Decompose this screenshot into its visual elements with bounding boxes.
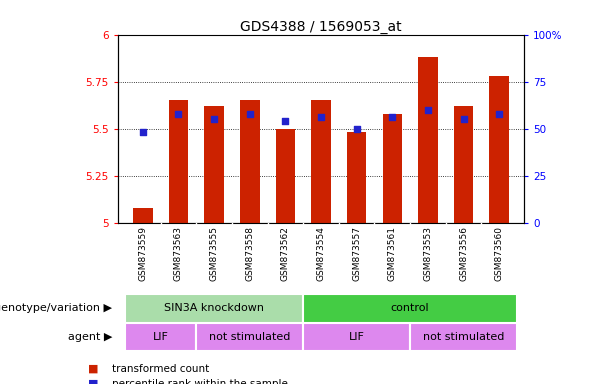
- Bar: [303, 294, 517, 323]
- Point: [280, 118, 290, 124]
- Text: GSM873555: GSM873555: [210, 226, 219, 281]
- Text: GSM873558: GSM873558: [245, 226, 254, 281]
- Text: agent ▶: agent ▶: [68, 332, 112, 342]
- Bar: [196, 323, 303, 351]
- Text: LIF: LIF: [349, 332, 365, 342]
- Bar: [489, 76, 509, 223]
- Bar: [204, 106, 224, 223]
- Point: [423, 107, 433, 113]
- Text: GSM873560: GSM873560: [495, 226, 504, 281]
- Point: [245, 111, 254, 117]
- Point: [459, 116, 468, 122]
- Text: not stimulated: not stimulated: [423, 332, 504, 342]
- Bar: [303, 323, 410, 351]
- Point: [209, 116, 219, 122]
- Text: LIF: LIF: [153, 332, 168, 342]
- Text: GSM873559: GSM873559: [138, 226, 147, 281]
- Text: GSM873554: GSM873554: [316, 226, 326, 281]
- Text: not stimulated: not stimulated: [209, 332, 290, 342]
- Bar: [347, 132, 366, 223]
- Point: [174, 111, 183, 117]
- Bar: [418, 57, 438, 223]
- Text: percentile rank within the sample: percentile rank within the sample: [112, 379, 288, 384]
- Bar: [133, 208, 153, 223]
- Bar: [454, 106, 474, 223]
- Bar: [410, 323, 517, 351]
- Text: control: control: [391, 303, 429, 313]
- Bar: [311, 101, 331, 223]
- Text: SIN3A knockdown: SIN3A knockdown: [164, 303, 264, 313]
- Bar: [276, 129, 295, 223]
- Text: ■: ■: [88, 379, 99, 384]
- Text: ■: ■: [88, 364, 99, 374]
- Text: genotype/variation ▶: genotype/variation ▶: [0, 303, 112, 313]
- Point: [352, 126, 362, 132]
- Point: [316, 114, 326, 121]
- Point: [138, 129, 147, 136]
- Text: GSM873562: GSM873562: [281, 226, 290, 281]
- Bar: [125, 294, 303, 323]
- Title: GDS4388 / 1569053_at: GDS4388 / 1569053_at: [240, 20, 402, 33]
- Text: GSM873556: GSM873556: [459, 226, 468, 281]
- Point: [495, 111, 504, 117]
- Point: [388, 114, 397, 121]
- Bar: [240, 101, 260, 223]
- Text: GSM873561: GSM873561: [388, 226, 397, 281]
- Bar: [125, 323, 196, 351]
- Text: GSM873553: GSM873553: [423, 226, 432, 281]
- Bar: [382, 114, 402, 223]
- Bar: [168, 101, 188, 223]
- Text: GSM873557: GSM873557: [352, 226, 361, 281]
- Text: transformed count: transformed count: [112, 364, 209, 374]
- Text: GSM873563: GSM873563: [174, 226, 183, 281]
